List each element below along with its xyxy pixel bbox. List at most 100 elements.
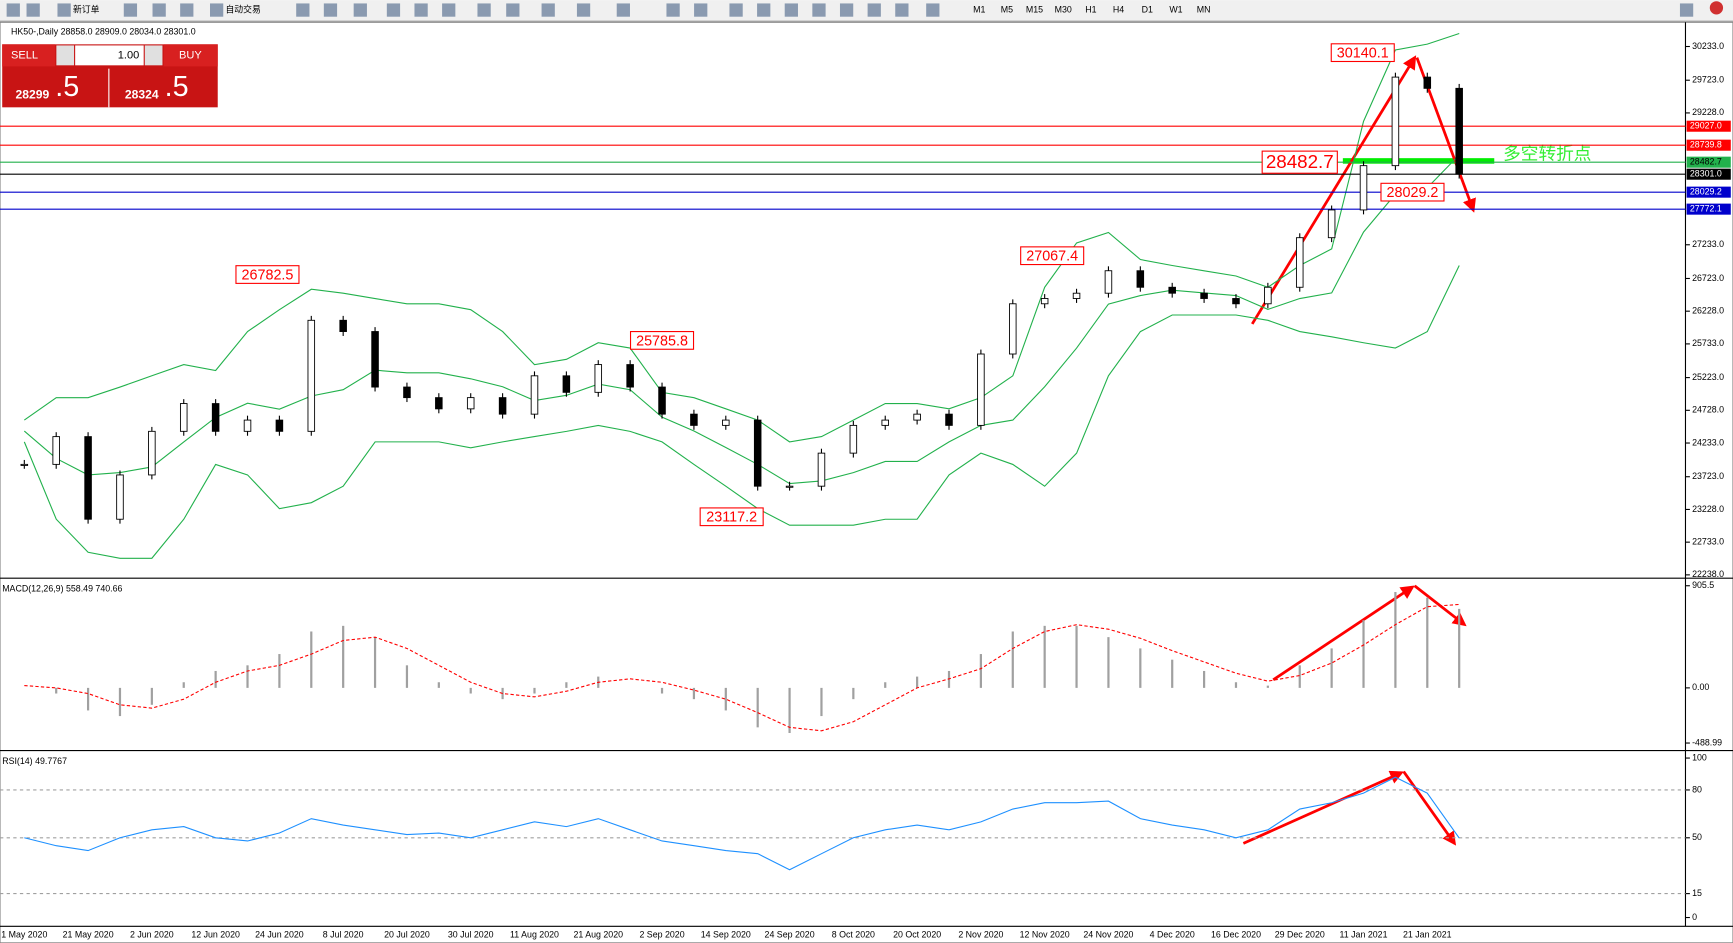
candle-body	[403, 386, 411, 399]
y-tick-label: 23723.0	[1692, 471, 1724, 481]
timeframe-button[interactable]: W1	[1169, 4, 1182, 14]
price-annotation: 25785.8	[636, 333, 688, 349]
buy-button[interactable]	[163, 44, 218, 67]
chart-title: HK50-,Daily 28858.0 28909.0 28034.0 2830…	[11, 26, 196, 36]
x-tick-label: 1 May 2020	[1, 929, 47, 939]
volume-down[interactable]	[56, 45, 75, 66]
candle-body	[1072, 292, 1081, 299]
ask-main[interactable]: 28324	[125, 87, 159, 101]
auto-trading[interactable]: 自动交易	[225, 3, 260, 14]
level-label: 27772.1	[1690, 203, 1722, 213]
volume-field[interactable]	[75, 45, 144, 66]
candle-body	[785, 485, 794, 488]
candle-body	[1104, 270, 1113, 294]
y-tick-label: 15	[1692, 888, 1702, 898]
y-tick-label: 0.00	[1692, 682, 1709, 692]
price-annotation-box	[1380, 182, 1445, 202]
candle-body	[243, 419, 252, 432]
timeframe-button[interactable]: M30	[1055, 4, 1072, 14]
timeframe-button[interactable]: D1	[1142, 4, 1153, 14]
y-tick-label: 50	[1692, 832, 1702, 842]
timeframe-button[interactable]: M15	[1026, 4, 1043, 14]
candle-body	[20, 463, 29, 466]
candle-body	[1040, 298, 1049, 305]
candle-body	[466, 397, 475, 410]
candle-body	[1232, 298, 1240, 305]
candle-body	[52, 436, 60, 465]
y-tick-label: 26228.0	[1692, 306, 1724, 316]
level-label: 28029.2	[1690, 186, 1722, 196]
rsi-label: RSI(14) 49.7767	[2, 756, 67, 766]
y-tick-label: 0	[1692, 912, 1697, 922]
x-tick-label: 24 Sep 2020	[765, 929, 815, 939]
timeframe-button[interactable]: H1	[1085, 4, 1096, 14]
candle-body	[116, 474, 124, 520]
x-tick-label: 21 Aug 2020	[573, 929, 623, 939]
x-tick-label: 20 Jul 2020	[384, 929, 430, 939]
volume-value[interactable]: 1.00	[118, 49, 140, 61]
candle-body	[722, 419, 730, 426]
candle-body	[1359, 165, 1368, 211]
timeframe-button[interactable]: MN	[1197, 4, 1211, 14]
level-tag	[1686, 186, 1731, 198]
x-tick-label: 24 Nov 2020	[1083, 929, 1133, 939]
toolbar-icons[interactable]	[6, 1, 1724, 17]
candle-body	[275, 419, 284, 432]
price-annotation: 30140.1	[1337, 46, 1389, 62]
buy-label[interactable]: BUY	[179, 49, 202, 61]
y-tick-label: 80	[1692, 784, 1702, 794]
rsi-line	[24, 776, 1460, 871]
level-tag	[1686, 156, 1731, 168]
bollinger-band	[23, 265, 1460, 559]
sell-label[interactable]: SELL	[11, 49, 38, 61]
price-annotation: 28029.2	[1387, 185, 1439, 201]
candle-body	[881, 419, 889, 426]
price-annotation-box	[235, 265, 300, 284]
volume-up[interactable]	[144, 45, 163, 66]
candle-body	[211, 403, 220, 432]
x-tick-label: 2 Jun 2020	[130, 929, 174, 939]
level-label: 28739.8	[1690, 140, 1722, 150]
candle-body	[594, 364, 603, 393]
candle-body	[1200, 292, 1208, 299]
x-tick-label: 21 May 2020	[63, 929, 114, 939]
x-tick-label: 2 Nov 2020	[958, 929, 1003, 939]
bid-main[interactable]: 28299	[15, 87, 49, 101]
candle-body	[945, 413, 953, 426]
y-tick-label: 29723.0	[1692, 75, 1724, 85]
level-label: 29027.0	[1690, 121, 1722, 131]
bollinger-band	[23, 154, 1460, 485]
y-tick-label: 23228.0	[1692, 504, 1724, 514]
y-tick-label: 30233.0	[1692, 41, 1724, 51]
y-tick-label: 100	[1692, 752, 1707, 762]
ask-fraction[interactable]: .5	[165, 71, 189, 103]
candle-body	[530, 375, 539, 415]
x-tick-label: 14 Sep 2020	[701, 929, 751, 939]
bid-fraction[interactable]: .5	[55, 71, 79, 103]
y-tick-label: 29228.0	[1692, 107, 1724, 117]
price-annotation-box	[1020, 246, 1085, 266]
timeframe-button[interactable]: H4	[1113, 4, 1124, 14]
y-tick-label: 26723.0	[1692, 273, 1724, 283]
timeframe-button[interactable]: M1	[973, 4, 985, 14]
y-tick-label: -488.99	[1692, 737, 1722, 747]
timeframe-button[interactable]: M5	[1001, 4, 1013, 14]
x-tick-label: 20 Oct 2020	[893, 929, 941, 939]
candle-body	[148, 430, 156, 476]
y-tick-label: 24233.0	[1692, 437, 1724, 447]
candle-body	[1295, 237, 1304, 288]
new-order[interactable]: 新订单	[73, 3, 100, 14]
candle-body	[307, 319, 316, 432]
candle-body	[371, 331, 379, 388]
y-tick-label: 22733.0	[1692, 536, 1724, 546]
sell-button[interactable]	[2, 44, 56, 67]
candle-body	[1327, 209, 1336, 239]
turning-point-note: 多空转折点	[1503, 144, 1591, 164]
x-tick-label: 8 Oct 2020	[832, 929, 875, 939]
candle-body	[626, 364, 634, 388]
x-tick-label: 12 Nov 2020	[1020, 929, 1070, 939]
x-tick-label: 24 Jun 2020	[255, 929, 304, 939]
candle-body	[1136, 270, 1145, 288]
